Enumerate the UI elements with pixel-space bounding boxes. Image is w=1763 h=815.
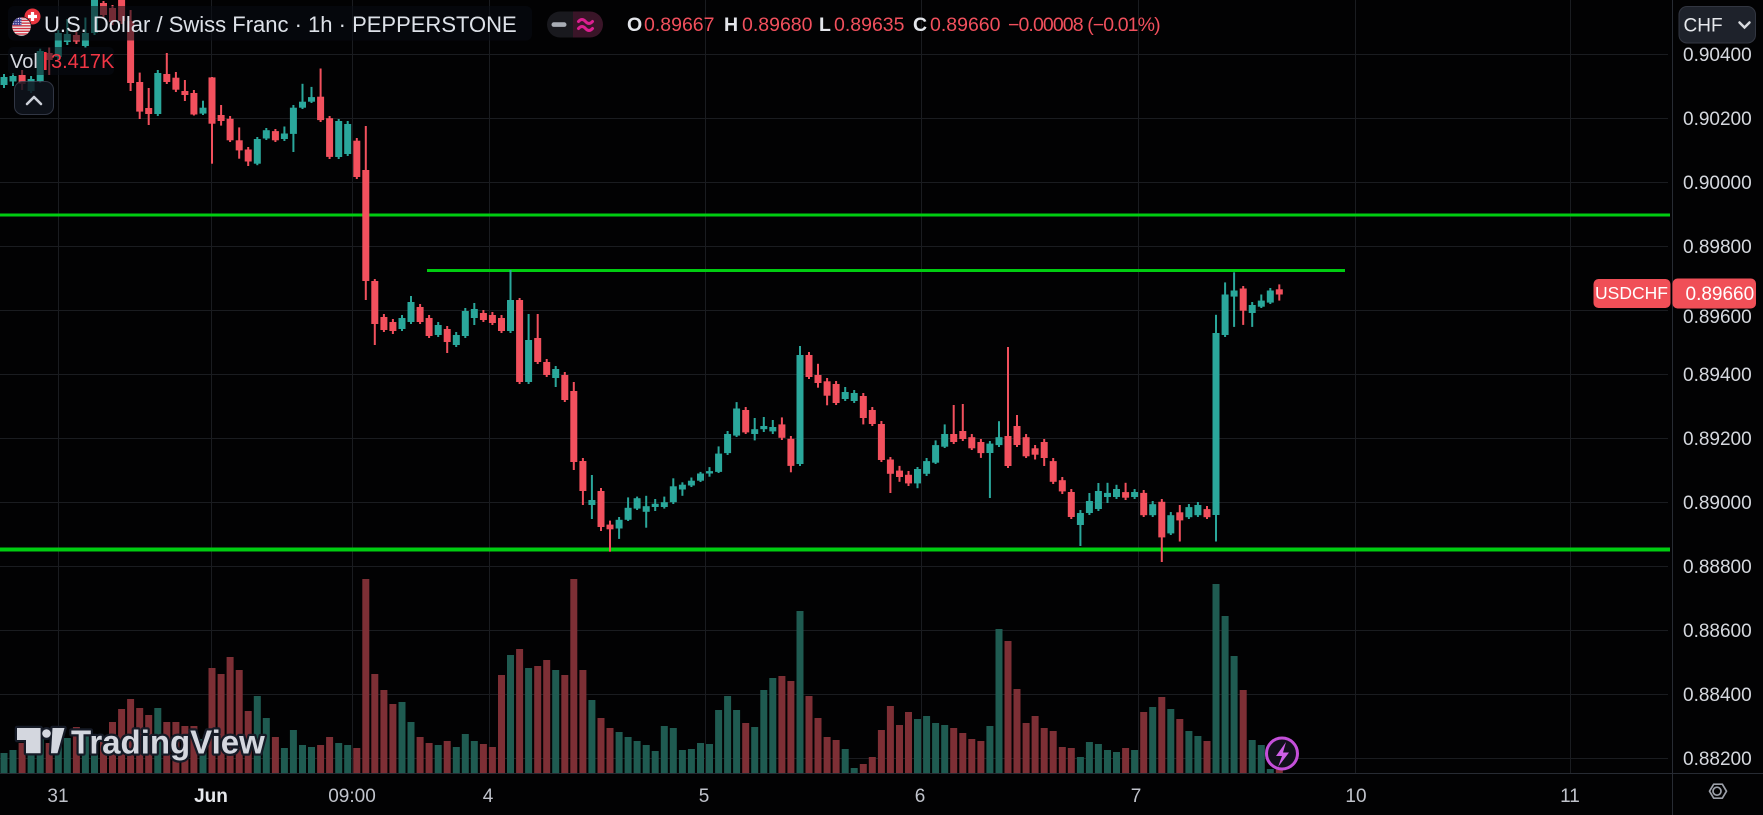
svg-text:7: 7 [1131,786,1142,807]
svg-text:31: 31 [47,786,68,807]
svg-text:6: 6 [915,786,926,807]
svg-text:0.88400: 0.88400 [1683,685,1752,706]
svg-text:3.417K: 3.417K [51,51,115,73]
svg-text:0.89635: 0.89635 [834,14,905,36]
svg-text:0.88200: 0.88200 [1683,749,1752,770]
svg-text:H: H [724,14,738,36]
svg-text:0.88600: 0.88600 [1683,621,1752,642]
svg-text:0.90000: 0.90000 [1683,173,1752,194]
svg-text:0.89800: 0.89800 [1683,237,1752,258]
svg-text:TradingView: TradingView [71,724,265,761]
svg-text:L: L [819,14,831,36]
svg-text:0.89200: 0.89200 [1683,429,1752,450]
svg-text:U.S. Dollar / Swiss Franc · 1h: U.S. Dollar / Swiss Franc · 1h · PEPPERS… [44,12,517,37]
svg-text:0.89660: 0.89660 [930,14,1001,36]
svg-text:0.90200: 0.90200 [1683,109,1752,130]
svg-text:C: C [913,14,927,36]
svg-text:0.89667: 0.89667 [644,14,715,36]
svg-text:09:00: 09:00 [328,786,376,807]
svg-text:0.89600: 0.89600 [1683,307,1752,328]
svg-text:Vol: Vol [10,51,38,73]
svg-text:11: 11 [1560,786,1580,807]
svg-text:−0.00008 (−0.01%): −0.00008 (−0.01%) [1008,14,1160,36]
svg-text:5: 5 [699,786,710,807]
svg-text:CHF: CHF [1684,16,1723,37]
svg-text:0.89400: 0.89400 [1683,365,1752,386]
svg-text:0.90400: 0.90400 [1683,45,1752,66]
svg-text:0.89000: 0.89000 [1683,493,1752,514]
svg-text:0.89680: 0.89680 [742,14,813,36]
svg-text:0.88800: 0.88800 [1683,557,1752,578]
svg-text:USDCHF: USDCHF [1595,283,1668,303]
svg-text:10: 10 [1345,786,1366,807]
svg-text:TradingView: TradingView [71,724,265,761]
svg-text:4: 4 [483,786,494,807]
svg-text:0.89660: 0.89660 [1686,284,1755,305]
svg-text:O: O [627,14,642,36]
svg-text:Jun: Jun [194,786,228,807]
